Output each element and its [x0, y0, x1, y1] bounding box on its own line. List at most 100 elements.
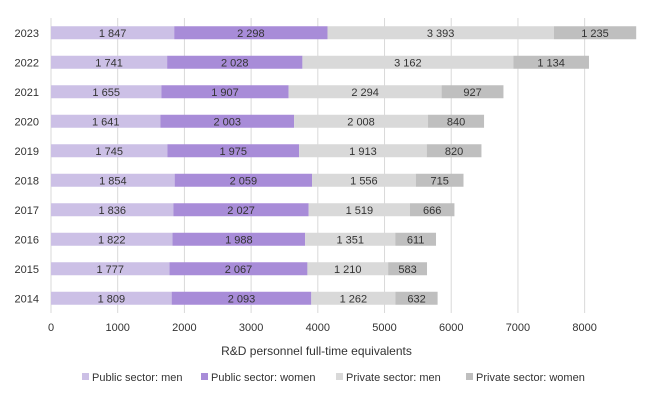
data-label-2023-series-2: 3 393: [427, 28, 455, 40]
category-label-2021: 2021: [15, 87, 39, 99]
data-label-2023-series-3: 1 235: [581, 28, 609, 40]
data-label-2020-series-3: 840: [447, 116, 465, 128]
data-label-2018-series-2: 1 556: [350, 175, 378, 187]
category-label-2014: 2014: [15, 293, 39, 305]
data-label-2016-series-3: 611: [407, 234, 425, 246]
bar-2021-series-3: [441, 85, 504, 99]
bar-2022-series-1: [167, 55, 303, 69]
data-label-2021-series-3: 927: [463, 87, 481, 99]
data-label-2017-series-0: 1 836: [98, 205, 126, 217]
bar-2021-series-0: [51, 85, 162, 99]
legend: Public sector: men Public sector: women Pr…: [82, 372, 585, 384]
legend-label-2: Private sector: men: [346, 372, 441, 384]
data-label-2020-series-1: 2 003: [214, 116, 242, 128]
category-labels: 2023 2022 2021 2020 2019 2018 2017 2016 2015 2014: [15, 28, 39, 306]
bar-2017-series-1: [173, 203, 309, 217]
data-label-2019-series-1: 1 975: [220, 146, 248, 158]
data-label-2019-series-2: 1 913: [349, 146, 377, 158]
bars: [51, 26, 637, 305]
bar-2015-series-2: [307, 262, 389, 276]
category-label-2017: 2017: [15, 205, 39, 217]
bar-2016-series-2: [305, 232, 396, 246]
x-tick-label-2000: 2000: [172, 322, 196, 334]
data-label-2022-series-1: 2 028: [221, 57, 249, 69]
x-axis-title: R&D personnel full-time equivalents: [221, 344, 412, 358]
legend-swatch-1: [201, 373, 208, 380]
category-label-2019: 2019: [15, 146, 39, 158]
x-tick-label-7000: 7000: [506, 322, 530, 334]
bar-2018-series-1: [174, 173, 313, 187]
data-label-2017-series-3: 666: [423, 205, 441, 217]
data-label-2015-series-0: 1 777: [97, 264, 125, 276]
bar-2023-series-1: [174, 26, 328, 40]
data-label-2021-series-2: 2 294: [351, 87, 379, 99]
bar-2019-series-1: [167, 144, 300, 158]
bar-2023-series-2: [327, 26, 554, 40]
legend-label-3: Private sector: women: [476, 372, 585, 384]
category-label-2018: 2018: [15, 175, 39, 187]
legend-label-0: Public sector: men: [92, 372, 182, 384]
category-label-2020: 2020: [15, 116, 39, 128]
data-label-2023-series-0: 1 847: [99, 28, 127, 40]
bar-2017-series-3: [410, 203, 455, 217]
bar-2018-series-0: [51, 173, 175, 187]
category-label-2015: 2015: [15, 264, 39, 276]
data-label-2019-series-0: 1 745: [95, 146, 123, 158]
data-label-2021-series-0: 1 655: [92, 87, 120, 99]
x-tick-label-0: 0: [48, 322, 54, 334]
data-label-2017-series-2: 1 519: [346, 205, 374, 217]
data-label-2015-series-3: 583: [398, 264, 416, 276]
bar-2014-series-1: [171, 291, 312, 305]
bar-2019-series-2: [299, 144, 427, 158]
data-label-2016-series-0: 1 822: [98, 234, 126, 246]
bar-2016-series-1: [172, 232, 306, 246]
data-label-2018-series-3: 715: [430, 175, 448, 187]
data-label-2015-series-2: 1 210: [334, 264, 362, 276]
bar-2022-series-2: [302, 55, 514, 69]
data-label-2021-series-1: 1 907: [211, 87, 239, 99]
bar-2021-series-2: [288, 85, 442, 99]
bar-2017-series-0: [51, 203, 174, 217]
bar-2020-series-0: [51, 114, 161, 128]
bar-2014-series-3: [395, 291, 438, 305]
bar-2018-series-3: [415, 173, 464, 187]
data-label-2014-series-3: 632: [407, 293, 425, 305]
bar-2019-series-3: [426, 144, 482, 158]
data-label-2014-series-2: 1 262: [340, 293, 368, 305]
data-label-2019-series-3: 820: [445, 146, 463, 158]
data-label-2018-series-1: 2 059: [230, 175, 258, 187]
bar-2023-series-0: [51, 26, 175, 40]
x-tick-label-3000: 3000: [239, 322, 263, 334]
x-tick-label-6000: 6000: [439, 322, 463, 334]
bar-2020-series-3: [428, 114, 485, 128]
category-label-2022: 2022: [15, 57, 39, 69]
data-label-2022-series-0: 1 741: [95, 57, 123, 69]
data-label-2020-series-0: 1 641: [92, 116, 120, 128]
data-label-2023-series-1: 2 298: [237, 28, 265, 40]
bar-2020-series-1: [160, 114, 295, 128]
legend-swatch-2: [336, 373, 343, 380]
data-label-2018-series-0: 1 854: [99, 175, 127, 187]
x-tick-labels: 0 1000 2000 3000 4000 5000 6000 7000 8000: [48, 322, 597, 334]
bar-2015-series-0: [51, 262, 170, 276]
bar-2022-series-3: [513, 55, 589, 69]
bar-2023-series-3: [553, 26, 637, 40]
bar-2019-series-0: [51, 144, 168, 158]
data-label-2014-series-0: 1 809: [98, 293, 126, 305]
data-labels: 1 847 2 298 3 393 1 235 1 741 2 028 3 162 1 134…: [92, 28, 609, 306]
data-label-2015-series-1: 2 067: [225, 264, 253, 276]
data-label-2016-series-2: 1 351: [336, 234, 364, 246]
x-tick-label-5000: 5000: [372, 322, 396, 334]
x-tick-label-4000: 4000: [306, 322, 330, 334]
category-label-2016: 2016: [15, 234, 39, 246]
data-label-2016-series-1: 1 988: [225, 234, 253, 246]
bar-2014-series-0: [51, 291, 172, 305]
legend-swatch-0: [82, 373, 89, 380]
bar-2021-series-1: [161, 85, 289, 99]
bar-2022-series-0: [51, 55, 168, 69]
data-label-2020-series-2: 2 008: [347, 116, 375, 128]
legend-label-1: Public sector: women: [211, 372, 316, 384]
legend-swatch-3: [466, 373, 473, 380]
category-label-2023: 2023: [15, 28, 39, 40]
x-tick-label-1000: 1000: [105, 322, 129, 334]
